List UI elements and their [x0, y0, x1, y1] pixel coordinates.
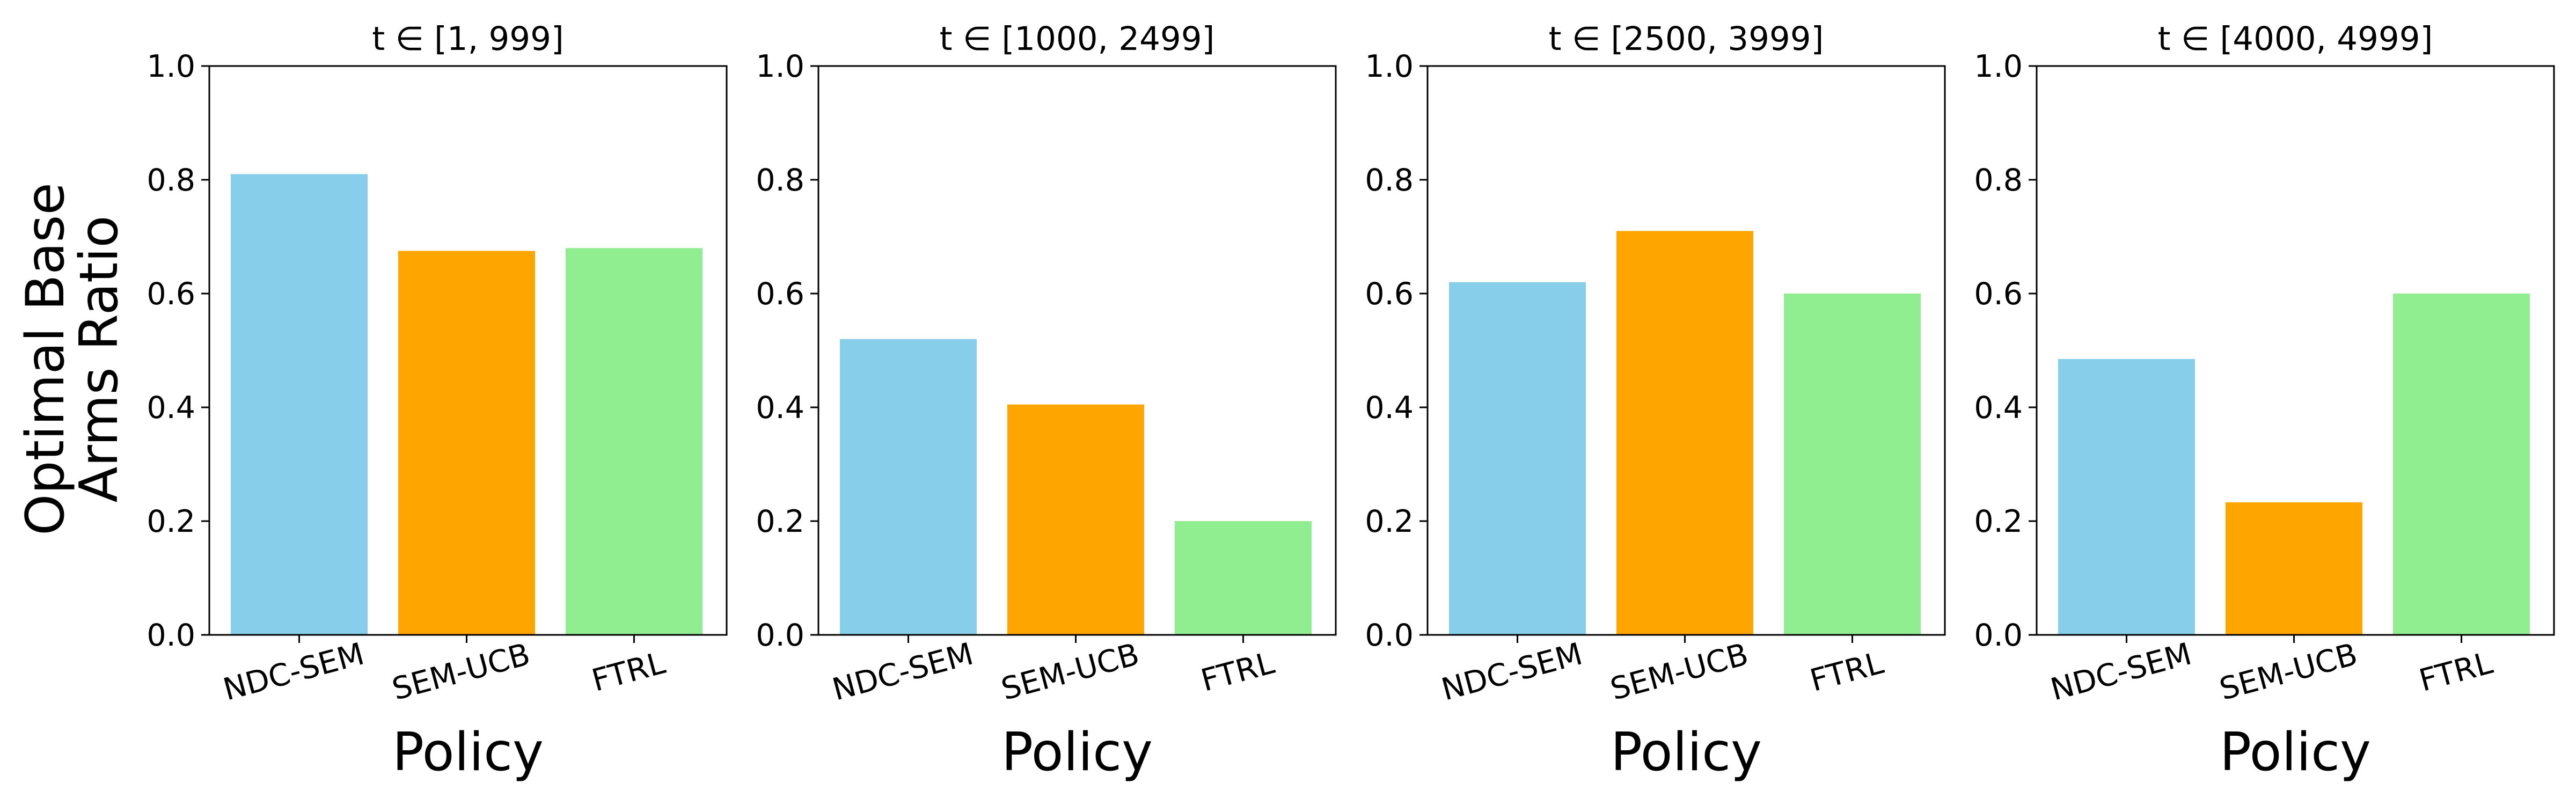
y-tick-label: 0.2 [1974, 504, 2023, 539]
chart-panel-4: 0.0 0.2 0.4 0.6 0.8 1.0 NDC-SEM SEM-UCB FTRL t ∈ … [1974, 20, 2555, 783]
bar-ftrl [566, 248, 702, 635]
y-tick-label: 0.8 [1365, 163, 1414, 198]
x-tick-label-ftrl: FTRL [588, 645, 669, 699]
plot-frame [208, 65, 728, 636]
y-tick-label: 0.6 [1974, 276, 2023, 312]
x-tick-label-ndc-sem: NDC-SEM [829, 636, 977, 707]
y-tick-label: 0.0 [1974, 618, 2023, 653]
panel-title: t ∈ [1000, 2499] [940, 20, 1215, 58]
panel-title: t ∈ [2500, 3999] [1549, 20, 1824, 58]
x-axis-label: Policy [392, 722, 544, 783]
bar-sem-ucb [398, 251, 535, 635]
y-tick-label: 0.8 [756, 163, 804, 198]
y-tick-label: 1.0 [147, 49, 195, 84]
y-tick-label: 0.4 [1974, 390, 2023, 426]
bar-sem-ucb [1616, 231, 1753, 635]
y-axis-label-line-2: Arms Ratio [69, 216, 130, 503]
y-tick-label: 1.0 [1974, 49, 2023, 84]
x-tick-label-sem-ucb: SEM-UCB [2216, 636, 2361, 707]
x-tick-label-ndc-sem: NDC-SEM [219, 636, 368, 707]
x-tick-label-sem-ucb: SEM-UCB [1607, 636, 1752, 707]
y-tick-label: 0.4 [1365, 390, 1414, 426]
y-tick-label: 0.6 [756, 276, 804, 312]
y-axis-label: Optimal Base Arms Ratio [15, 182, 130, 536]
chart-panel-1: 0.0 0.2 0.4 0.6 0.8 1.0 NDC-SEM SEM-UCB FTRL t ∈ … [147, 20, 728, 783]
x-tick-label-ftrl: FTRL [1197, 645, 1278, 699]
panel-title: t ∈ [1, 999] [372, 20, 564, 58]
y-tick-label: 0.6 [1365, 276, 1414, 312]
y-tick-label: 0.4 [147, 390, 195, 426]
x-axis-label: Policy [1001, 722, 1153, 783]
x-axis-label: Policy [2220, 722, 2371, 783]
bar-sem-ucb [1007, 404, 1144, 635]
x-tick-label-ndc-sem: NDC-SEM [1438, 636, 1586, 707]
y-axis-label-line-1: Optimal Base [15, 182, 76, 536]
x-axis-label: Policy [1611, 722, 1762, 783]
panels: 0.0 0.2 0.4 0.6 0.8 1.0 NDC-SEM SEM-UCB FTRL t ∈ … [147, 20, 2555, 783]
panel-title: t ∈ [4000, 4999] [2158, 20, 2433, 58]
x-tick-label-ftrl: FTRL [2416, 645, 2497, 699]
bar-ftrl [2393, 294, 2530, 635]
y-tick-label: 0.8 [147, 163, 195, 198]
y-tick-label: 0.2 [147, 504, 195, 539]
y-tick-label: 0.2 [1365, 504, 1414, 539]
x-tick-label-sem-ucb: SEM-UCB [998, 636, 1143, 707]
y-tick-label: 0.0 [756, 618, 804, 653]
y-tick-label: 0.0 [1365, 618, 1414, 653]
x-tick-label-ftrl: FTRL [1806, 645, 1887, 699]
x-tick-label-sem-ucb: SEM-UCB [389, 636, 534, 707]
y-tick-label: 0.4 [756, 390, 804, 426]
bar-ndc-sem [1449, 282, 1586, 635]
bar-ftrl [1784, 294, 1921, 635]
y-tick-label: 1.0 [756, 49, 804, 84]
bar-ndc-sem [2058, 358, 2195, 635]
y-tick-label: 0.6 [147, 276, 195, 312]
bar-ndc-sem [231, 174, 368, 635]
plot-frame [2036, 65, 2555, 636]
bar-ftrl [1175, 521, 1312, 635]
x-tick-label-ndc-sem: NDC-SEM [2047, 636, 2195, 707]
bar-sem-ucb [2226, 502, 2362, 635]
chart-panel-3: 0.0 0.2 0.4 0.6 0.8 1.0 NDC-SEM SEM-UCB FTRL t ∈ … [1365, 20, 1946, 783]
y-tick-label: 0.8 [1974, 163, 2023, 198]
bar-ndc-sem [840, 339, 977, 635]
y-tick-label: 0.2 [756, 504, 804, 539]
plot-frame [1426, 65, 1946, 636]
plot-frame [817, 65, 1337, 636]
chart-panel-2: 0.0 0.2 0.4 0.6 0.8 1.0 NDC-SEM SEM-UCB FTRL t ∈ … [756, 20, 1337, 783]
y-tick-label: 0.0 [147, 618, 195, 653]
y-tick-label: 1.0 [1365, 49, 1414, 84]
